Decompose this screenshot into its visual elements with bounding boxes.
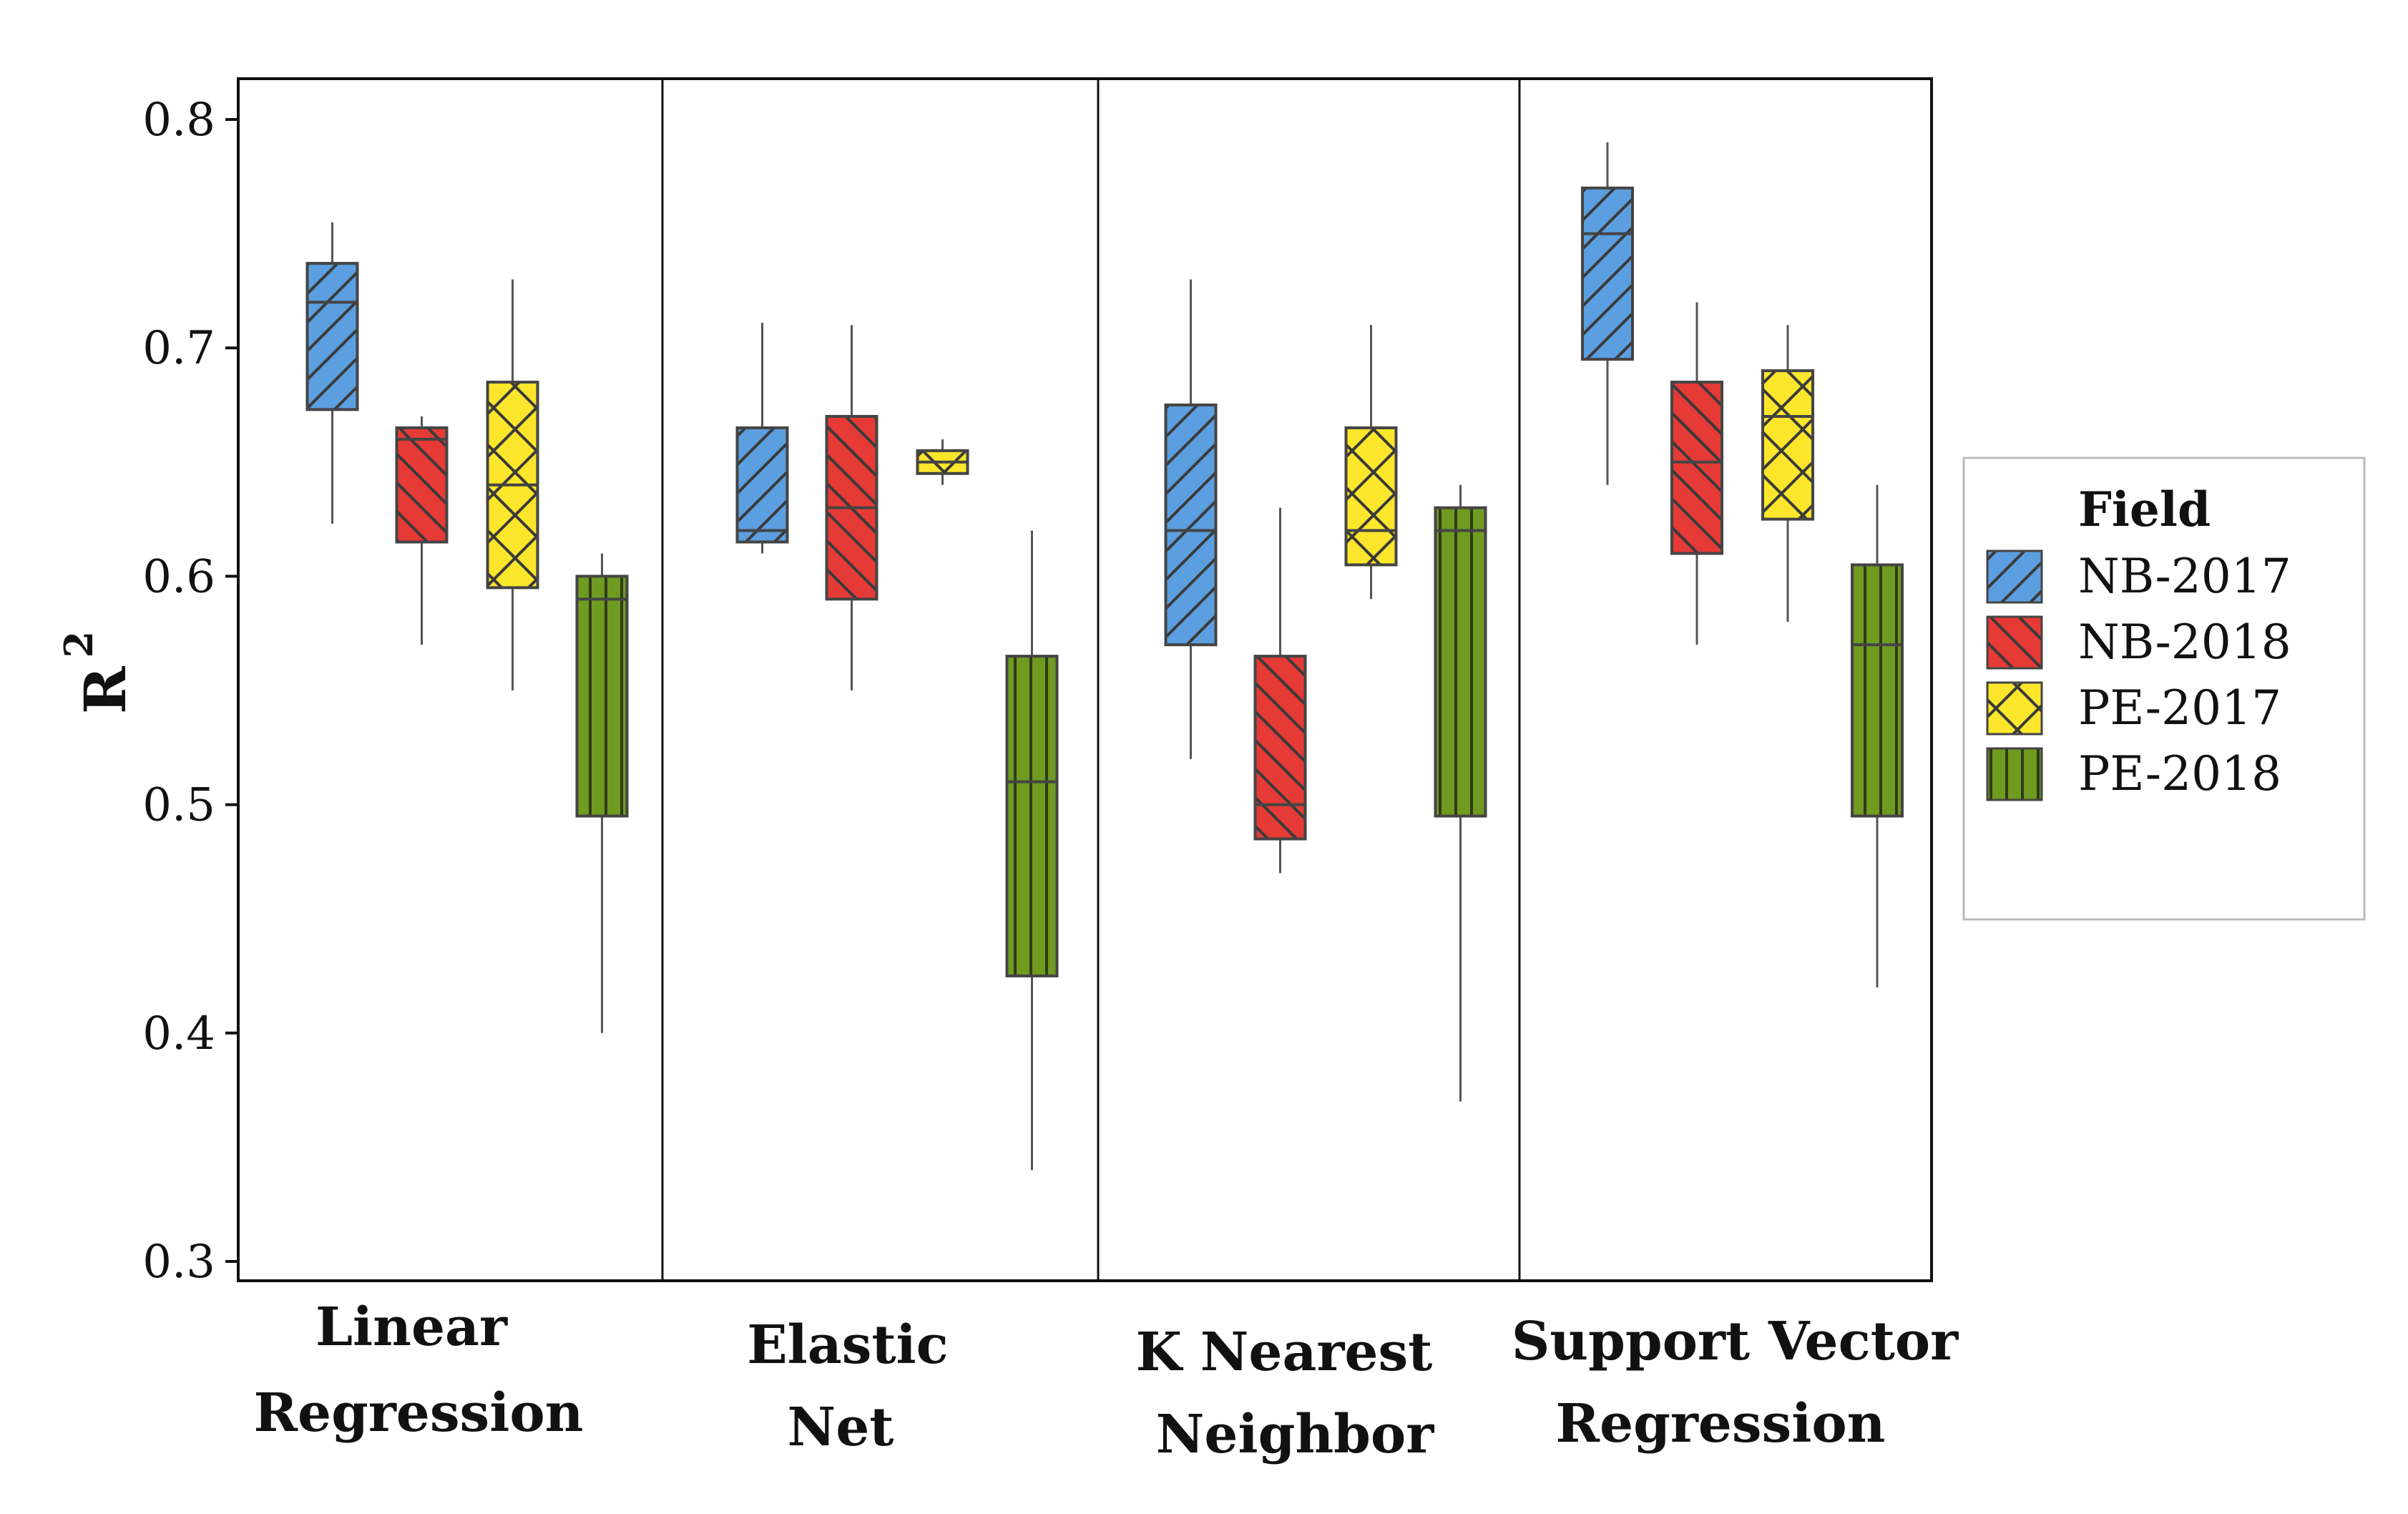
box-k-nearest-neighbor-nb-2018 — [1253, 507, 1307, 874]
box-elastic-net-nb-2017 — [735, 323, 789, 554]
box-k-nearest-neighbor-nb-2017-hatch — [1165, 405, 1216, 645]
box-k-nearest-neighbor-pe-2018-hatch — [1435, 507, 1486, 816]
box-linear-regression-nb-2017-hatch — [307, 263, 358, 410]
group-label-linear-regression-line-1: Linear — [315, 1296, 508, 1358]
y-tick-label-4: 0.7 — [142, 322, 215, 375]
box-support-vector-regression-nb-2017-outline — [1581, 186, 1634, 361]
box-linear-regression-nb-2018-hatch — [396, 427, 447, 542]
legend-item-nb-2017-swatch-hatch — [1987, 551, 2042, 602]
box-linear-regression-nb-2018-outline — [395, 426, 449, 544]
box-elastic-net-pe-2018 — [1005, 530, 1059, 1171]
box-k-nearest-neighbor-pe-2018-outline — [1434, 506, 1487, 818]
legend-item-nb-2018-swatch-hatch — [1987, 617, 2042, 668]
plot-frame — [237, 77, 1933, 1282]
group-label-support-vector-regression-line-2: Regression — [1556, 1393, 1886, 1455]
legend-item-pe-2018-swatch-outline — [1986, 747, 2043, 801]
box-support-vector-regression-pe-2017-outline — [1761, 369, 1814, 521]
y-tick-label-0: 0.3 — [142, 1236, 215, 1289]
group-label-k-nearest-neighbor-line-1: K Nearest — [1136, 1322, 1433, 1383]
box-linear-regression-nb-2017-outline — [305, 262, 359, 411]
box-k-nearest-neighbor-nb-2018-outline — [1253, 655, 1307, 841]
legend-item-nb-2018-swatch-outline — [1986, 615, 2043, 670]
legend-item-pe-2018-label: PE-2018 — [2078, 746, 2281, 801]
y-axis-label-base: R — [72, 666, 139, 714]
legend-item-nb-2017-label: NB-2017 — [2078, 549, 2291, 604]
y-tick-label-1: 0.4 — [142, 1007, 215, 1060]
box-support-vector-regression-pe-2018-outline — [1851, 563, 1904, 818]
box-k-nearest-neighbor-pe-2017-outline — [1344, 426, 1398, 567]
box-elastic-net-nb-2017-hatch — [737, 427, 788, 542]
y-tick-label-5: 0.8 — [142, 94, 215, 147]
box-k-nearest-neighbor-nb-2017-outline — [1164, 404, 1218, 647]
y-tick-label-3: 0.6 — [142, 550, 215, 603]
legend-item-pe-2018-swatch-hatch — [1987, 748, 2042, 800]
legend-item-pe-2017-swatch-outline — [1986, 681, 2043, 736]
box-support-vector-regression-pe-2017-hatch — [1763, 371, 1813, 519]
box-k-nearest-neighbor-pe-2017-hatch — [1346, 427, 1396, 565]
box-linear-regression-pe-2018 — [575, 553, 629, 1033]
box-elastic-net-pe-2018-hatch — [1007, 656, 1057, 976]
box-linear-regression-pe-2018-outline — [575, 575, 629, 818]
box-support-vector-regression-nb-2018 — [1670, 302, 1723, 645]
box-elastic-net-pe-2017 — [916, 439, 969, 485]
legend: Field NB-2017 NB-2018 PE-2017 PE-2018 — [1962, 456, 2366, 921]
box-linear-regression-pe-2017 — [486, 279, 539, 690]
box-linear-regression-nb-2017 — [305, 222, 359, 524]
box-support-vector-regression-nb-2017-hatch — [1582, 187, 1633, 360]
box-k-nearest-neighbor-pe-2017 — [1344, 325, 1398, 600]
box-support-vector-regression-pe-2018-hatch — [1852, 565, 1902, 816]
group-label-support-vector-regression-line-1: Support Vector — [1512, 1311, 1959, 1372]
box-k-nearest-neighbor-pe-2018 — [1434, 484, 1487, 1102]
box-support-vector-regression-pe-2017 — [1761, 325, 1814, 622]
legend-item-nb-2017-swatch-outline — [1986, 550, 2043, 604]
box-support-vector-regression-nb-2018-hatch — [1672, 382, 1722, 554]
legend-item-nb-2018-label: NB-2018 — [2078, 615, 2291, 670]
box-k-nearest-neighbor-nb-2017 — [1164, 279, 1218, 759]
axes-layer: 0.30.40.50.60.70.8R2LinearRegressionElas… — [56, 77, 1959, 1465]
legend-item-pe-2017-label: PE-2017 — [2078, 680, 2281, 736]
y-axis-label-superscript: 2 — [56, 631, 102, 658]
legend-item-pe-2018: PE-2018 — [1986, 746, 2281, 801]
legend-item-pe-2017-swatch-hatch — [1987, 683, 2042, 734]
legend-item-pe-2017: PE-2017 — [1986, 680, 2281, 736]
box-elastic-net-pe-2018-outline — [1005, 655, 1059, 977]
legend-title: Field — [2078, 482, 2211, 537]
group-label-k-nearest-neighbor-line-2: Neighbor — [1156, 1404, 1434, 1465]
box-support-vector-regression-pe-2018 — [1851, 484, 1904, 987]
box-elastic-net-nb-2018 — [825, 325, 878, 690]
box-support-vector-regression-nb-2018-outline — [1670, 381, 1723, 555]
box-support-vector-regression-nb-2017 — [1581, 142, 1634, 485]
box-linear-regression-pe-2018-hatch — [577, 576, 627, 816]
legend-item-nb-2017: NB-2017 — [1986, 549, 2291, 604]
y-axis-label: R2 — [56, 631, 139, 714]
box-elastic-net-nb-2017-outline — [735, 426, 789, 544]
box-linear-regression-nb-2018 — [395, 416, 449, 645]
box-k-nearest-neighbor-nb-2018-hatch — [1255, 656, 1306, 839]
group-label-elastic-net-line-1: Elastic — [747, 1314, 948, 1376]
group-label-linear-regression-line-2: Regression — [254, 1382, 584, 1444]
plot-layer — [305, 142, 1904, 1171]
y-tick-label-2: 0.5 — [142, 779, 215, 832]
group-label-elastic-net-line-2: Net — [788, 1397, 894, 1458]
legend-item-nb-2018: NB-2018 — [1986, 615, 2291, 670]
